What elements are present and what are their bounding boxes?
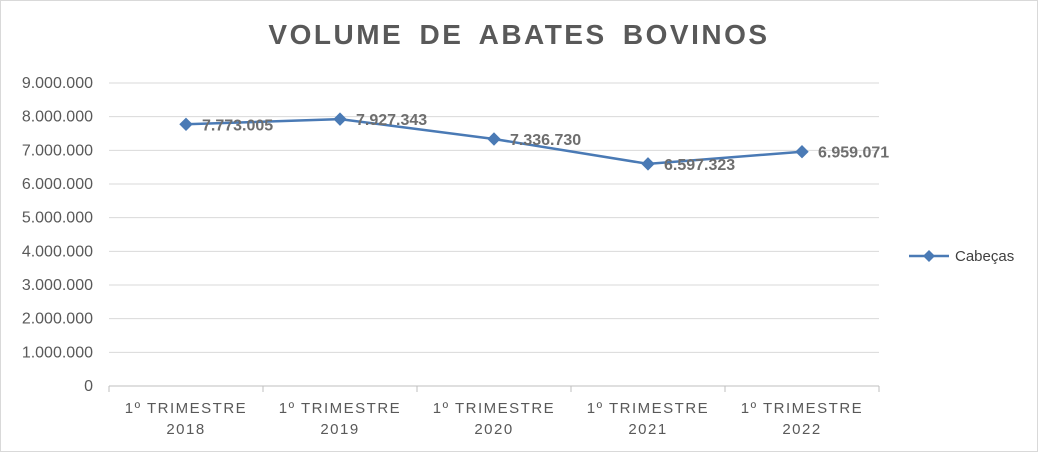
data-point-marker	[179, 117, 193, 132]
y-tick-label: 5.000.000	[22, 210, 93, 227]
legend: Cabeças	[909, 246, 1014, 266]
y-tick-label: 1.000.000	[22, 344, 93, 361]
data-label: 7.773.005	[202, 117, 273, 134]
x-tick-label: 1º TRIMESTRE 2021	[587, 400, 709, 438]
x-tick-label: 1º TRIMESTRE 2019	[279, 400, 401, 438]
y-tick-label: 0	[84, 378, 93, 395]
y-tick-label: 4.000.000	[22, 243, 93, 260]
y-tick-label: 3.000.000	[22, 277, 93, 294]
legend-swatch-icon	[909, 250, 949, 262]
x-tick-label: 1º TRIMESTRE 2018	[125, 400, 247, 438]
y-tick-label: 8.000.000	[22, 109, 93, 126]
x-tick-label: 1º TRIMESTRE 2020	[433, 400, 555, 438]
legend-label-cabecas: Cabeças	[955, 247, 1015, 265]
data-point-marker	[487, 132, 501, 146]
data-point-marker	[333, 112, 347, 126]
data-label: 7.336.730	[510, 132, 581, 149]
chart-title: VOLUME DE ABATES BOVINOS	[268, 19, 770, 50]
y-tick-label: 6.000.000	[22, 176, 93, 193]
data-label: 6.597.323	[664, 157, 735, 174]
data-label: 6.959.071	[818, 145, 889, 162]
data-label: 7.927.343	[356, 112, 427, 129]
y-tick-label: 9.000.000	[22, 75, 93, 92]
y-tick-label: 2.000.000	[22, 311, 93, 328]
data-point-marker	[641, 157, 655, 171]
x-tick-label: 1º TRIMESTRE 2022	[741, 400, 863, 438]
data-point-marker	[795, 145, 809, 159]
y-tick-label: 7.000.000	[22, 142, 93, 159]
